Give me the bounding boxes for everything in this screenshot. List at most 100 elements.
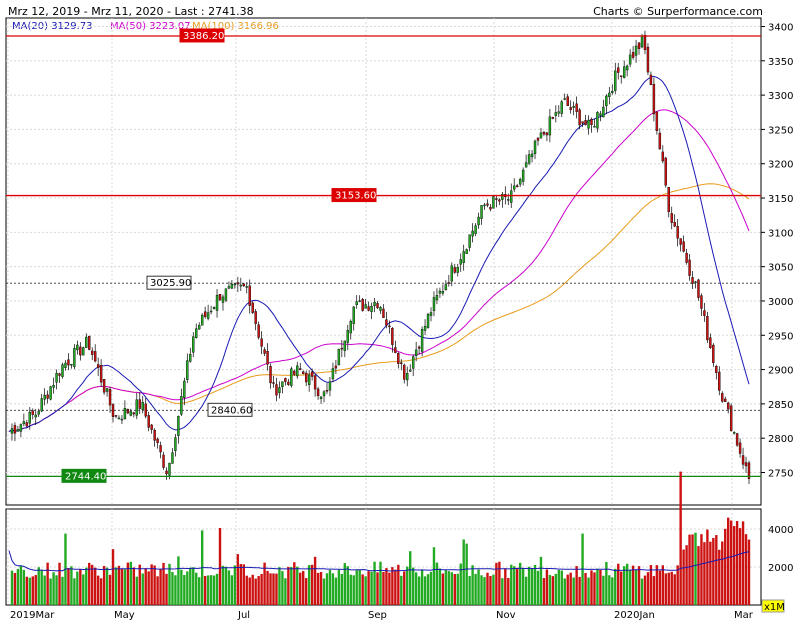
volume-tick-label: 4000	[768, 525, 793, 536]
volume-bar-down	[102, 566, 106, 605]
volume-bar-down	[299, 572, 302, 605]
volume-bar-down	[706, 529, 709, 605]
volume-bar-down	[144, 568, 147, 605]
candle-down	[551, 117, 555, 119]
candle-down	[394, 347, 397, 353]
candle-up	[49, 386, 52, 400]
candle-down	[709, 337, 712, 348]
volume-bar-down	[126, 562, 130, 605]
candle-down	[738, 442, 742, 454]
candle-up	[183, 380, 186, 398]
volume-bar-up	[16, 569, 20, 605]
candle-up	[352, 306, 355, 324]
volume-bar-up	[233, 565, 237, 605]
candle-up	[548, 116, 552, 136]
volume-bar-down	[269, 573, 272, 605]
volume-bar-down	[667, 572, 670, 605]
volume-bar-up	[123, 569, 127, 605]
candle-up	[355, 301, 358, 306]
volume-bar-up	[435, 562, 439, 605]
volume-bar-down	[649, 565, 653, 605]
volume-bar-down	[631, 565, 635, 605]
volume-bar-up	[527, 566, 531, 605]
volume-bar-down	[685, 545, 688, 605]
volume-bar-up	[52, 572, 55, 605]
level-label-box	[179, 28, 225, 43]
volume-bar-down	[593, 572, 596, 605]
volume-bar-up	[221, 565, 225, 605]
candle-up	[622, 66, 626, 78]
candle-down	[747, 462, 751, 479]
candle-up	[180, 396, 183, 415]
volume-bar-up	[331, 573, 335, 605]
candle-up	[456, 267, 459, 273]
x-tick-label: 2020Jan	[614, 610, 655, 621]
volume-bar-down	[715, 535, 718, 605]
candle-up	[521, 169, 525, 182]
volume-bar-up	[572, 577, 575, 605]
volume-bar-down	[302, 571, 305, 605]
volume-bar-down	[147, 571, 150, 605]
candle-up	[206, 312, 210, 319]
candle-down	[688, 259, 691, 276]
candle-up	[215, 295, 219, 311]
volume-bar-down	[617, 563, 620, 605]
candle-down	[617, 67, 620, 73]
candle-down	[96, 364, 100, 368]
candle-down	[744, 462, 748, 467]
volume-bar-up	[129, 561, 133, 605]
volume-bar-down	[590, 570, 593, 605]
volume-bar-up	[141, 573, 144, 605]
candle-down	[575, 103, 578, 112]
candle-down	[340, 347, 344, 350]
candle-down	[724, 398, 727, 402]
volume-bar-up	[539, 556, 543, 605]
candle-down	[31, 410, 34, 415]
price-panel-frame	[5, 17, 762, 506]
volume-bar-down	[403, 571, 406, 605]
volume-bar-up	[518, 562, 522, 605]
volume-bar-down	[162, 562, 165, 605]
candle-up	[70, 364, 73, 366]
candle-up	[296, 365, 299, 377]
volume-bar-down	[741, 521, 745, 605]
volume-bar-up	[186, 571, 189, 605]
volume-bar-up	[177, 556, 180, 605]
candle-up	[524, 162, 528, 168]
ma20-line	[8, 75, 750, 432]
candle-up	[209, 310, 213, 313]
volume-bar-down	[498, 561, 501, 605]
volume-bar-up	[180, 569, 183, 605]
candle-down	[712, 344, 715, 364]
candle-down	[652, 84, 656, 115]
candle-down	[153, 429, 156, 441]
volume-bar-down	[655, 565, 659, 605]
candle-up	[373, 302, 376, 307]
candle-down	[679, 238, 682, 245]
candle-up	[61, 364, 64, 377]
volume-bar-down	[58, 562, 61, 605]
volume-bar-down	[257, 576, 260, 605]
y-tick-label: 3300	[768, 91, 793, 102]
candle-down	[287, 381, 290, 385]
volume-bar-up	[198, 577, 201, 605]
volume-bar-up	[483, 577, 486, 605]
y-tick-label: 3100	[768, 228, 793, 239]
volume-bar-down	[569, 572, 572, 605]
candle-up	[22, 421, 26, 425]
candle-up	[423, 325, 427, 331]
volume-bar-up	[468, 575, 471, 605]
volume-bar-up	[189, 567, 192, 605]
candle-down	[275, 384, 278, 396]
candle-up	[370, 306, 373, 312]
volume-bar-down	[489, 576, 492, 605]
candle-down	[263, 349, 266, 354]
candle-down	[203, 311, 207, 317]
volume-bar-up	[444, 570, 448, 605]
candle-up	[625, 65, 629, 71]
volume-bar-down	[319, 572, 323, 605]
volume-bar-down	[664, 573, 667, 605]
candle-down	[391, 328, 394, 345]
candle-down	[658, 132, 662, 150]
volume-bar-down	[376, 572, 379, 605]
